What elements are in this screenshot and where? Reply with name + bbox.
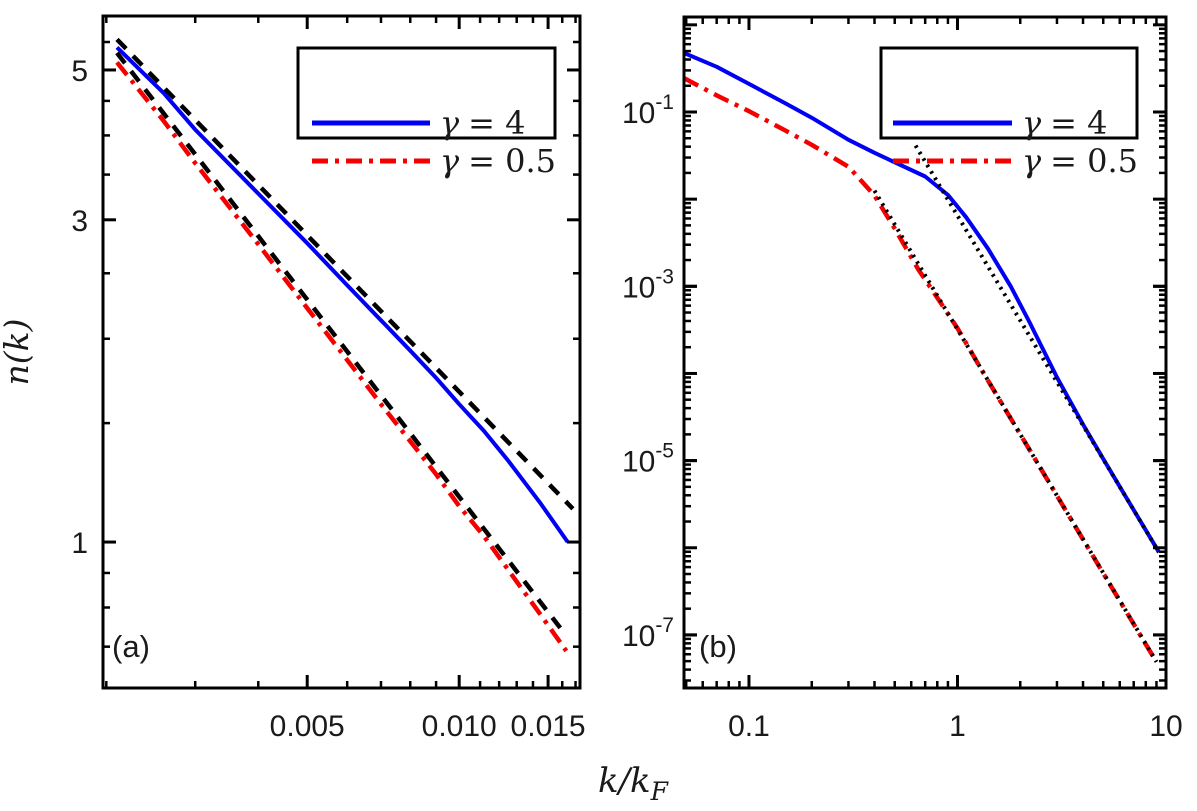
series-asymptote-gamma-4 [115, 37, 575, 511]
y-axis-label: n(k) [0, 319, 36, 386]
legend-label: γ = 0.5 [440, 142, 556, 180]
series-gamma-05-curve [684, 76, 1159, 664]
x-tick-label: 0.005 [270, 710, 345, 743]
legend: γ = 4γ = 0.5 [879, 46, 1139, 180]
legend: γ = 4γ = 0.5 [296, 46, 557, 180]
y-tick-label: 10-7 [622, 614, 674, 653]
legend-label: γ = 4 [1022, 104, 1107, 142]
legend-label: γ = 4 [440, 104, 525, 142]
y-tick-label: 10-1 [622, 91, 674, 130]
series-asymptote-gamma-05 [115, 51, 564, 632]
series-gamma-4-curve [684, 51, 1161, 554]
x-tick-label: 0.1 [728, 710, 770, 743]
y-tick-label: 10-3 [622, 265, 674, 304]
y-tick-label: 5 [71, 55, 88, 88]
y-tick-label: 3 [71, 205, 88, 238]
x-tick-label: 0.010 [422, 710, 497, 743]
axes-box [101, 14, 582, 690]
x-tick-label: 10 [1149, 710, 1182, 743]
x-axis-label: k/kF [598, 761, 670, 806]
ticks [684, 17, 1168, 688]
panel-a: 0.005 0.010 0.015 1 3 5 (a) n(k) γ = 4γ = 0.5 [0, 14, 586, 743]
series-group [684, 51, 1161, 664]
series-gamma-05-curve [115, 60, 569, 653]
legend-label: γ = 0.5 [1022, 142, 1138, 180]
series-gamma-4-curve [115, 45, 570, 544]
panel-tag: (b) [699, 629, 737, 664]
series-group [115, 37, 575, 653]
ticks [103, 16, 580, 688]
panel-b: 0.1 1 10 10-1 10-3 10-5 10-7 (b) γ = 4γ = 0.5 [622, 15, 1183, 743]
y-tick-label: 10-5 [622, 440, 674, 479]
series-k4-tail-gamma-05 [872, 189, 1159, 663]
y-tick-label: 1 [71, 527, 88, 560]
x-tick-label: 1 [949, 710, 966, 743]
panel-tag: (a) [112, 629, 150, 664]
x-tick-label: 0.015 [511, 710, 586, 743]
